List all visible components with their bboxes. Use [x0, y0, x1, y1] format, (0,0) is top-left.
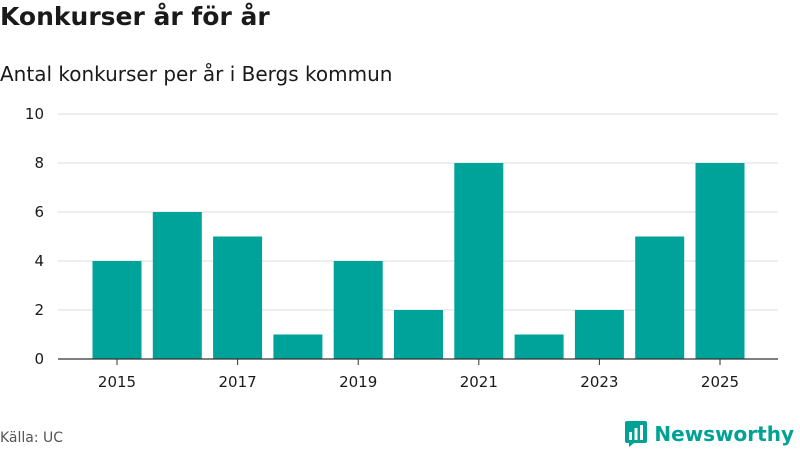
- x-tick-label: 2025: [701, 373, 739, 391]
- newsworthy-logo-icon: [625, 421, 648, 447]
- x-tick-label: 2023: [580, 373, 618, 391]
- chart-title: Konkurser år för år: [0, 2, 270, 31]
- x-tick-label: 2017: [219, 373, 257, 391]
- y-tick-label: 4: [34, 252, 44, 270]
- bar-2022: [514, 334, 564, 359]
- y-tick-label: 10: [25, 105, 44, 123]
- bar-2025: [695, 163, 745, 359]
- bar-2023: [574, 310, 624, 359]
- bars: [92, 163, 745, 359]
- bar-chart: 0 2 4 6 8 10 2015 2017 2019 2021 2023 2025: [25, 105, 778, 391]
- brand-logo[interactable]: Newsworthy: [624, 420, 794, 448]
- bar-2017: [213, 236, 263, 359]
- bar-2020: [394, 310, 443, 359]
- bar-2015: [92, 261, 142, 359]
- x-axis: 2015 2017 2019 2021 2023 2025: [58, 358, 778, 391]
- y-tick-label: 8: [34, 154, 44, 172]
- x-tick-label: 2019: [339, 373, 377, 391]
- brand-name: Newsworthy: [654, 422, 794, 446]
- source-note: Källa: UC: [0, 430, 64, 446]
- x-tick-label: 2015: [98, 373, 136, 391]
- bar-2024: [635, 236, 685, 359]
- y-tick-label: 2: [34, 301, 44, 319]
- y-axis-ticks: 0 2 4 6 8 10: [25, 105, 44, 368]
- bar-2018: [273, 334, 323, 359]
- bar-2019: [333, 261, 383, 359]
- bar-2021: [454, 163, 504, 359]
- x-tick-label: 2021: [460, 373, 498, 391]
- bar-2016: [152, 212, 202, 359]
- y-tick-label: 6: [34, 203, 44, 221]
- chart-subtitle: Antal konkurser per år i Bergs kommun: [0, 62, 393, 86]
- y-tick-label: 0: [34, 350, 44, 368]
